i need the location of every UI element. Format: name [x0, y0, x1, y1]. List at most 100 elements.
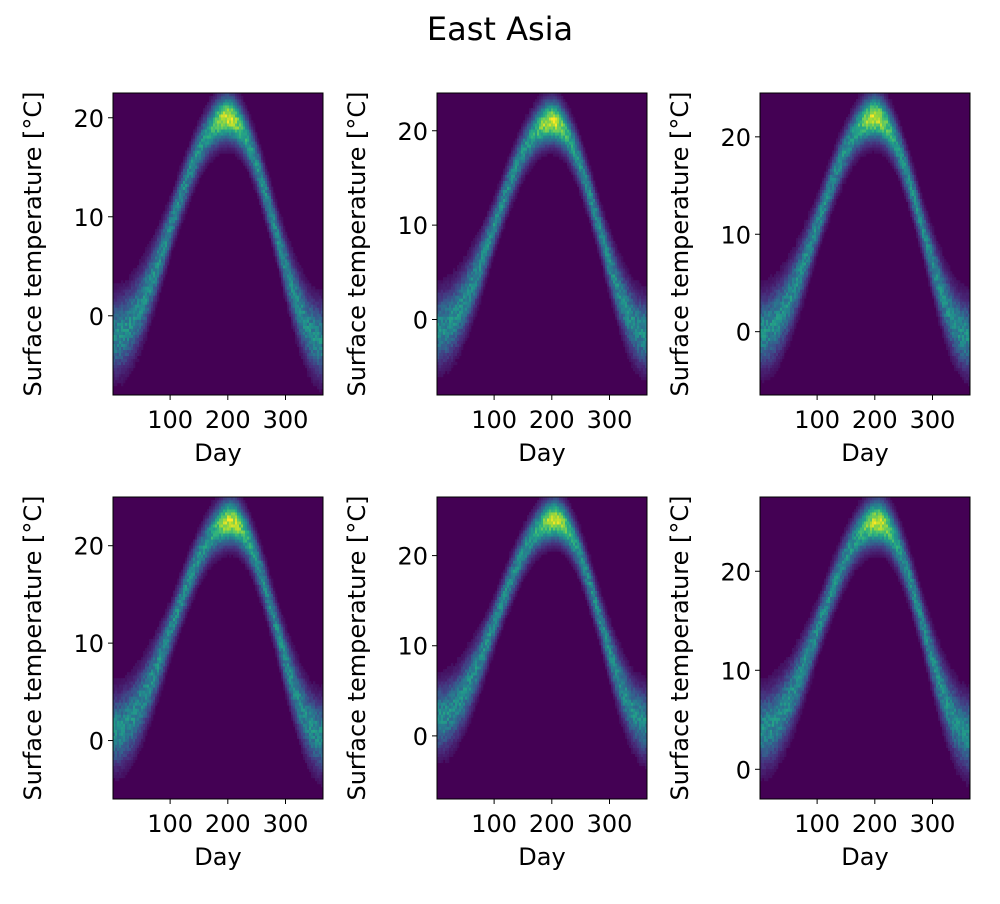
heatmap-cell — [561, 126, 563, 129]
heatmap-cell — [467, 301, 469, 304]
heatmap-cell — [463, 295, 465, 298]
heatmap-cell — [603, 226, 605, 229]
heatmap-cell — [617, 265, 619, 268]
heatmap-cell — [443, 332, 445, 335]
heatmap-cell — [299, 332, 301, 335]
heatmap-cell — [255, 156, 257, 159]
heatmap-cell — [597, 241, 599, 244]
heatmap-cell — [629, 335, 631, 338]
heatmap-cell — [141, 313, 143, 316]
heatmap-cell — [247, 165, 249, 168]
heatmap-cell — [141, 344, 143, 347]
heatmap-cell — [213, 144, 215, 147]
heatmap-cell — [319, 332, 321, 335]
heatmap-cell — [517, 147, 519, 150]
heatmap-cell — [281, 241, 283, 244]
heatmap-cell — [289, 271, 291, 274]
heatmap-cell — [123, 332, 125, 335]
heatmap-cell — [233, 126, 235, 129]
heatmap-cell — [505, 184, 507, 187]
heatmap-cell — [153, 280, 155, 283]
heatmap-cell — [591, 226, 593, 229]
heatmap-cell — [567, 105, 569, 108]
heatmap-cell — [445, 344, 447, 347]
heatmap-cell — [213, 108, 215, 111]
heatmap-cell — [151, 289, 153, 292]
heatmap-cell — [127, 338, 129, 341]
heatmap-cell — [453, 301, 455, 304]
heatmap-cell — [591, 193, 593, 196]
heatmap-cell — [249, 147, 251, 150]
heatmap-cell — [465, 329, 467, 332]
heatmap-cell — [483, 229, 485, 232]
heatmap-cell — [499, 229, 501, 232]
heatmap-cell — [315, 371, 317, 374]
heatmap-cell — [465, 335, 467, 338]
heatmap-cell — [627, 304, 629, 307]
heatmap-cell — [497, 205, 499, 208]
heatmap-cell — [153, 256, 155, 259]
heatmap-cell — [259, 150, 261, 153]
heatmap-cell — [263, 214, 265, 217]
heatmap-cell — [271, 229, 273, 232]
heatmap-cell — [141, 326, 143, 329]
heatmap-cell — [587, 214, 589, 217]
heatmap-cell — [543, 129, 545, 132]
heatmap-cell — [463, 289, 465, 292]
heatmap-cell — [301, 295, 303, 298]
heatmap-cell — [301, 316, 303, 319]
heatmap-cell — [129, 313, 131, 316]
heatmap-cell — [269, 208, 271, 211]
heatmap-cell — [271, 187, 273, 190]
heatmap-cell — [285, 271, 287, 274]
heatmap-cell — [303, 289, 305, 292]
heatmap-cell — [133, 295, 135, 298]
heatmap-cell — [217, 150, 219, 153]
heatmap-cell — [233, 96, 235, 99]
heatmap-cell — [485, 265, 487, 268]
heatmap-cell — [261, 175, 263, 178]
heatmap-cell — [115, 353, 117, 356]
heatmap-cell — [145, 259, 147, 262]
heatmap-cell — [537, 108, 539, 111]
heatmap-cell — [513, 156, 515, 159]
heatmap-cell — [473, 259, 475, 262]
heatmap-cell — [199, 126, 201, 129]
heatmap-cell — [217, 114, 219, 117]
heatmap-cell — [283, 274, 285, 277]
heatmap-cell — [285, 247, 287, 250]
heatmap-cell — [553, 96, 555, 99]
heatmap-cell — [253, 181, 255, 184]
heatmap-cell — [275, 214, 277, 217]
heatmap-cell — [509, 169, 511, 172]
heatmap-cell — [569, 165, 571, 168]
heatmap-cell — [553, 120, 555, 123]
heatmap-cell — [115, 380, 117, 383]
heatmap-cell — [309, 301, 311, 304]
heatmap-cell — [275, 256, 277, 259]
heatmap-cell — [521, 165, 523, 168]
heatmap-cell — [547, 138, 549, 141]
heatmap-cell — [153, 286, 155, 289]
heatmap-cell — [233, 123, 235, 126]
heatmap-cell — [221, 123, 223, 126]
heatmap-cell — [445, 341, 447, 344]
heatmap-cell — [157, 247, 159, 250]
heatmap-cell — [521, 153, 523, 156]
heatmap-cell — [521, 156, 523, 159]
heatmap-cell — [609, 295, 611, 298]
heatmap-cell — [263, 190, 265, 193]
heatmap-cell — [259, 172, 261, 175]
heatmap-cell — [141, 332, 143, 335]
heatmap-cell — [455, 338, 457, 341]
heatmap-cell — [285, 274, 287, 277]
heatmap-cell — [569, 108, 571, 111]
heatmap-cell — [615, 310, 617, 313]
heatmap-cell — [165, 235, 167, 238]
heatmap-cell — [455, 356, 457, 359]
heatmap-cell — [545, 108, 547, 111]
heatmap-cell — [495, 244, 497, 247]
x-tick-label: 200 — [205, 406, 251, 434]
heatmap-cell — [221, 120, 223, 123]
heatmap-cell — [475, 241, 477, 244]
